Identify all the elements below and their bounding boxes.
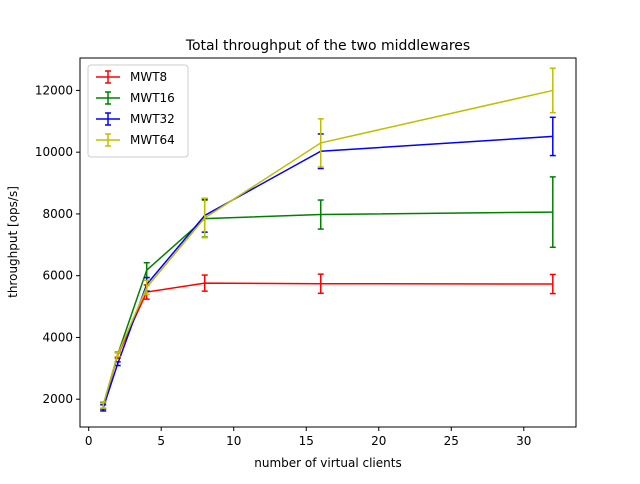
legend-item: MWT64: [96, 133, 175, 147]
legend-label: MWT8: [130, 70, 167, 84]
x-tick-label: 25: [444, 434, 459, 448]
axis-ticks: 0 5 10 15 20 25 30 2000 4000 6000 8000 10000 12000: [35, 83, 532, 448]
series-MWT64: [100, 67, 556, 409]
legend-label: MWT64: [130, 133, 175, 147]
y-tick-label: 6000: [42, 269, 73, 283]
legend-label: MWT16: [130, 91, 175, 105]
series-line: [102, 135, 553, 409]
x-tick-label: 30: [516, 434, 531, 448]
y-tick-label: 12000: [35, 83, 73, 97]
legend-item: MWT16: [96, 91, 175, 105]
y-tick-label: 2000: [42, 392, 73, 406]
x-tick-label: 0: [85, 434, 93, 448]
legend: MWT8 MWT16 MWT32 MWT64: [87, 64, 189, 158]
series-MWT8: [100, 273, 556, 411]
x-tick-label: 20: [371, 434, 386, 448]
y-axis-label: throughput [ops/s]: [6, 186, 20, 298]
legend-box: [87, 64, 189, 158]
series-MWT16: [100, 176, 556, 410]
y-tick-label: 10000: [35, 145, 73, 159]
legend-label: MWT32: [130, 112, 175, 126]
series-line: [102, 89, 553, 406]
axes-frame: [79, 57, 577, 428]
series-line: [102, 211, 553, 406]
y-tick-label: 8000: [42, 207, 73, 221]
series-line: [102, 282, 553, 407]
x-tick-label: 10: [226, 434, 241, 448]
legend-item: MWT32: [96, 112, 175, 126]
chart-title: Total throughput of the two middlewares: [185, 38, 470, 54]
series-MWT32: [100, 116, 556, 412]
y-tick-label: 4000: [42, 330, 73, 344]
x-axis-label: number of virtual clients: [254, 456, 401, 470]
legend-item: MWT8: [96, 70, 167, 84]
x-tick-label: 15: [299, 434, 314, 448]
x-tick-label: 5: [157, 434, 165, 448]
plot-area: [100, 67, 556, 412]
